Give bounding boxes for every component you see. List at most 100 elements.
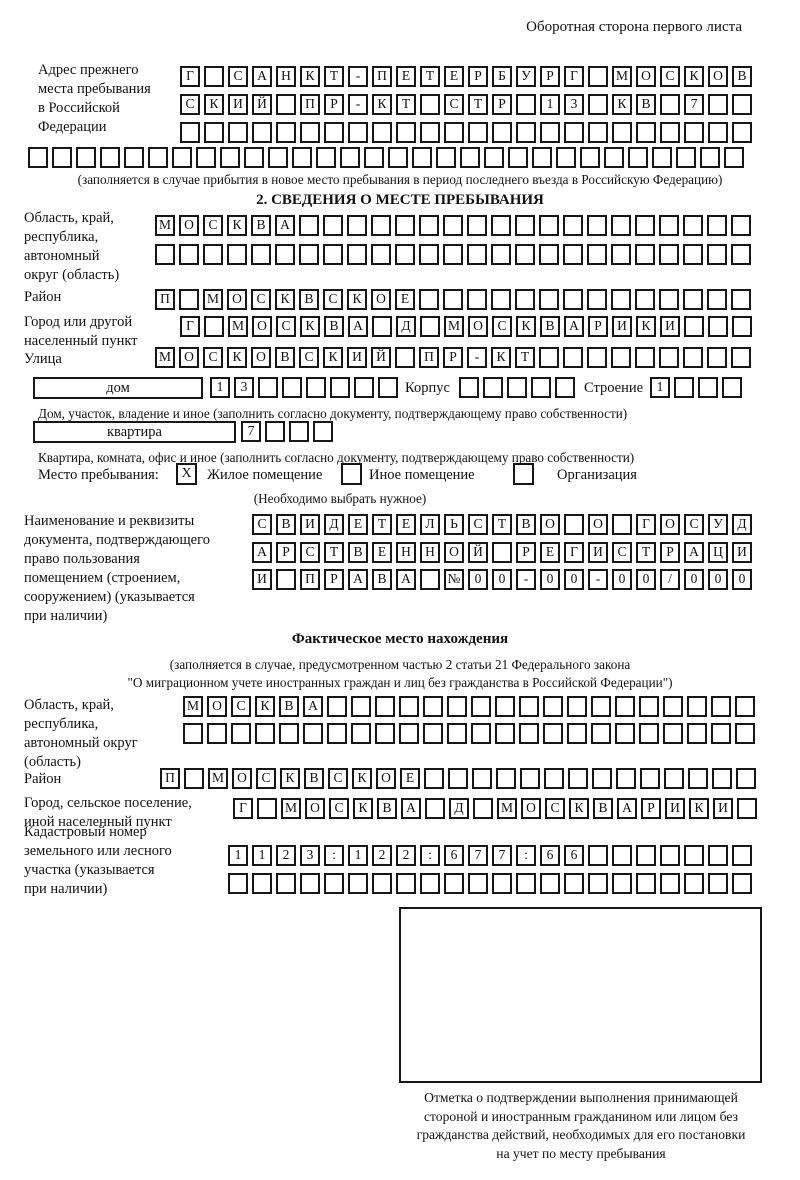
char-cell: О — [444, 542, 464, 563]
char-cell — [419, 244, 439, 265]
char-cell — [443, 244, 463, 265]
char-cell: С — [231, 696, 251, 717]
label-line: сооружением) (указывается — [24, 589, 195, 605]
char-cell — [612, 873, 632, 894]
char-cell: С — [468, 514, 488, 535]
char-cell: - — [516, 569, 536, 590]
char-cell: Р — [324, 94, 344, 115]
char-cell: С — [276, 316, 296, 337]
char-cell: Т — [372, 514, 392, 535]
char-cell: А — [252, 542, 272, 563]
label-line: места пребывания — [38, 81, 151, 97]
char-cell: К — [491, 347, 511, 368]
char-cell: Б — [492, 66, 512, 87]
char-cell: Р — [660, 542, 680, 563]
char-cell — [491, 215, 511, 236]
char-cell — [539, 215, 559, 236]
char-cell: Р — [492, 94, 512, 115]
char-cell: Т — [636, 542, 656, 563]
char-cell — [275, 244, 295, 265]
char-cell — [722, 377, 742, 398]
char-cell: 0 — [732, 569, 752, 590]
char-cell: К — [300, 316, 320, 337]
char-cell: П — [372, 66, 392, 87]
checkbox-zhiloe: X — [176, 463, 197, 485]
char-cell: Ь — [444, 514, 464, 535]
kvartira-box: квартира — [33, 421, 236, 443]
char-cell — [711, 723, 731, 744]
char-cell: Р — [276, 542, 296, 563]
char-cell — [539, 347, 559, 368]
char-cell — [555, 377, 575, 398]
char-cell — [731, 244, 751, 265]
char-cell — [660, 845, 680, 866]
char-cell: Й — [252, 94, 272, 115]
char-cell — [684, 873, 704, 894]
option-inoe-label: Иное помещение — [369, 467, 475, 483]
label-line: населенный пункт — [24, 333, 138, 349]
label-line: Кадастровый номер — [24, 824, 147, 840]
char-cell: 3 — [564, 94, 584, 115]
korpus-label: Корпус — [405, 380, 450, 396]
char-cell — [660, 122, 680, 143]
document-row-3: И П Р А В А № 0 0-0 0-0 0/0 0 0 — [252, 569, 756, 590]
char-cell: О — [232, 768, 252, 789]
char-cell — [659, 215, 679, 236]
char-cell: 1 — [252, 845, 272, 866]
char-cell: А — [617, 798, 637, 819]
char-cell: А — [303, 696, 323, 717]
char-cell: В — [593, 798, 613, 819]
char-cell — [372, 122, 392, 143]
char-cell — [491, 289, 511, 310]
char-cell — [635, 215, 655, 236]
char-cell — [300, 122, 320, 143]
char-cell — [204, 316, 224, 337]
char-cell: И — [660, 316, 680, 337]
char-cell — [276, 873, 296, 894]
char-cell — [419, 215, 439, 236]
char-cell — [183, 723, 203, 744]
char-cell — [707, 215, 727, 236]
char-cell: О — [179, 347, 199, 368]
char-cell — [732, 94, 752, 115]
char-cell: К — [689, 798, 709, 819]
char-cell: К — [255, 696, 275, 717]
char-cell: 0 — [612, 569, 632, 590]
char-cell: А — [564, 316, 584, 337]
stamp-box — [399, 907, 762, 1083]
char-cell: А — [401, 798, 421, 819]
char-cell: 7 — [468, 845, 488, 866]
char-cell: Д — [449, 798, 469, 819]
dom-caption: Дом, участок, владение и иное (заполнить… — [38, 406, 628, 421]
char-cell: В — [279, 696, 299, 717]
char-cell: А — [396, 569, 416, 590]
char-cell — [420, 316, 440, 337]
char-cell: И — [665, 798, 685, 819]
char-cell — [684, 122, 704, 143]
char-cell: Н — [276, 66, 296, 87]
char-cell: К — [352, 768, 372, 789]
char-cell: С — [612, 542, 632, 563]
checkbox-org — [513, 463, 534, 485]
char-cell — [683, 347, 703, 368]
char-cell — [732, 845, 752, 866]
char-cell — [348, 122, 368, 143]
char-cell: К — [372, 94, 392, 115]
char-cell — [515, 244, 535, 265]
label-line: автономный округ — [24, 735, 138, 751]
char-cell: 0 — [492, 569, 512, 590]
char-cell — [324, 873, 344, 894]
char-cell — [700, 147, 720, 168]
prev-address-caption: (заполняется в случае прибытия в новое м… — [77, 172, 723, 187]
char-cell — [251, 244, 271, 265]
char-cell — [659, 347, 679, 368]
char-cell — [228, 873, 248, 894]
kadastr-row-2 — [228, 873, 756, 894]
char-cell — [707, 244, 727, 265]
char-cell — [735, 696, 755, 717]
char-cell — [674, 377, 694, 398]
oblast-label: Область, край, республика, автономный округ… — [24, 209, 119, 285]
label-line: Адрес прежнего — [38, 62, 139, 78]
